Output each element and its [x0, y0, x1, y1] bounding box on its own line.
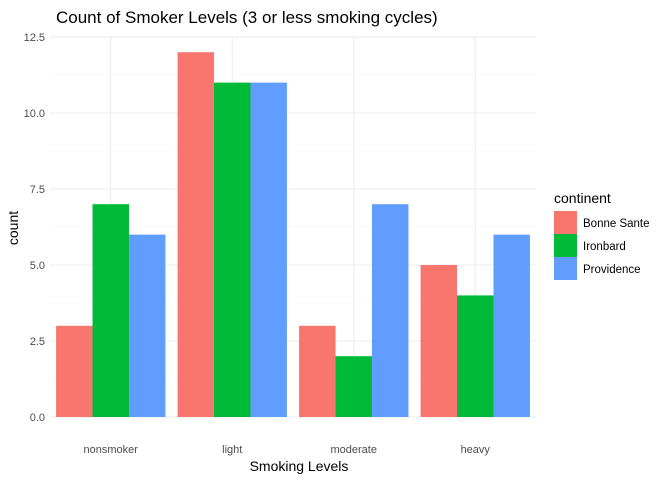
- y-tick-label: 12.5: [24, 32, 45, 44]
- bar: [457, 295, 494, 417]
- y-axis-ticks: 0.0 2.5 5.0 7.5 10.0 12.5: [24, 32, 45, 424]
- bar: [128, 234, 166, 417]
- bar: [214, 82, 251, 417]
- legend-swatch: [554, 211, 577, 234]
- y-tick-label: 0.0: [30, 412, 45, 424]
- bar: [250, 82, 287, 417]
- y-tick-label: 7.5: [30, 184, 45, 196]
- legend-title: continent: [554, 190, 611, 206]
- y-tick-label: 10.0: [24, 108, 45, 120]
- legend-label: Providence: [583, 264, 641, 276]
- x-tick-label: moderate: [331, 444, 377, 456]
- x-tick-label: nonsmoker: [84, 444, 139, 456]
- bar: [420, 265, 458, 417]
- bar: [299, 325, 336, 417]
- legend-label: Ironbard: [583, 241, 626, 253]
- legend: continent Bonne Sante Ironbard Providence: [554, 190, 650, 280]
- x-tick-label: heavy: [461, 444, 491, 456]
- bar: [56, 325, 93, 417]
- x-axis-title: Smoking Levels: [250, 458, 349, 474]
- bar: [493, 234, 530, 417]
- bar: [92, 204, 129, 417]
- y-tick-label: 2.5: [30, 336, 45, 348]
- chart-title: Count of Smoker Levels (3 or less smokin…: [56, 8, 438, 27]
- y-tick-label: 5.0: [30, 260, 45, 272]
- bars: [56, 52, 530, 417]
- legend-label: Bonne Sante: [583, 218, 650, 230]
- legend-swatch: [554, 257, 577, 280]
- bar: [177, 52, 215, 417]
- y-axis-title: count: [5, 211, 21, 245]
- bar: [371, 204, 409, 417]
- x-tick-label: light: [222, 444, 242, 456]
- bar: [335, 356, 372, 417]
- x-axis-ticks: nonsmoker light moderate heavy: [84, 444, 491, 456]
- legend-swatch: [554, 234, 577, 257]
